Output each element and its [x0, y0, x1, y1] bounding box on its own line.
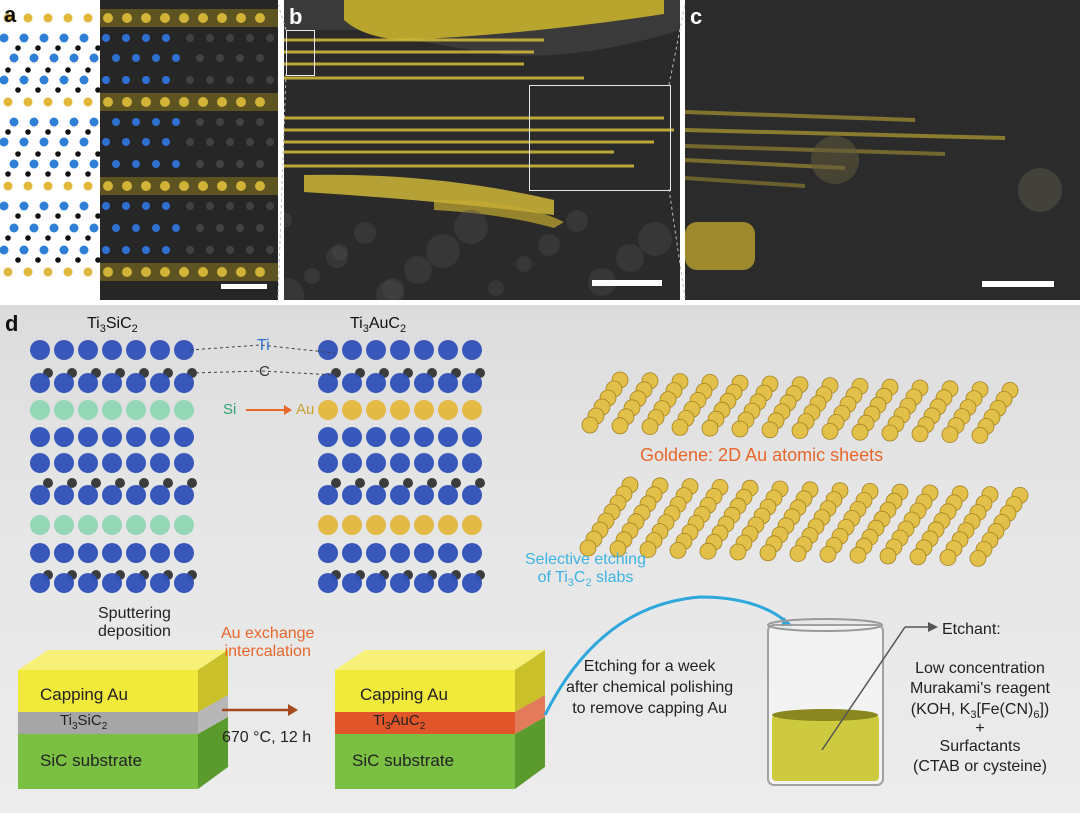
au-exchange-label: Au exchange intercalation — [221, 625, 315, 661]
panel-a: a — [0, 0, 278, 300]
label-ti3sic2: Ti3SiC2 — [87, 315, 138, 336]
stem-micrograph-a — [100, 0, 278, 300]
block2-substrate-label: SiC substrate — [352, 751, 455, 770]
label-ti: Ti — [257, 337, 270, 354]
etching-text: Etching for a week after chemical polish… — [566, 658, 734, 717]
block1-substrate-label: SiC substrate — [40, 751, 143, 770]
panel-label-c: c — [690, 4, 703, 29]
etchant-title: Etchant: — [942, 621, 1001, 638]
zoom-lines — [277, 3, 686, 299]
inset-box-small — [286, 30, 315, 76]
selective-etching-label: Selective etching of Ti3C2 slabs — [525, 551, 646, 590]
inset-box-large — [529, 85, 671, 191]
panel-d: d Ti3SiC2 Ti3AuC2 Ti C Si Au Goldene: 2D… — [0, 305, 1080, 813]
label-si: Si — [223, 401, 237, 418]
scale-bar-c — [982, 281, 1054, 287]
label-c: C — [259, 363, 270, 380]
panel-label-d: d — [5, 311, 19, 336]
sputtering-label: Sputtering deposition — [98, 605, 171, 641]
label-au: Au — [296, 401, 315, 418]
scale-bar-b — [592, 280, 662, 286]
panel-label-b: b — [289, 4, 303, 29]
condition-label: 670 °C, 12 h — [222, 729, 312, 746]
block2-capping-label: Capping Au — [360, 685, 448, 704]
panel-c: c — [685, 0, 1080, 300]
panel-label-a: a — [4, 2, 17, 27]
label-ti3auc2: Ti3AuC2 — [350, 315, 407, 336]
scale-bar-a — [221, 284, 267, 289]
block1-mid-label: Ti3SiC2 — [60, 712, 108, 732]
block1-capping-label: Capping Au — [40, 685, 128, 704]
etchant-details: Low concentration Murakami's reagent (KO… — [910, 660, 1050, 776]
crystal-schematic — [0, 13, 100, 277]
panel-b: b — [284, 0, 680, 300]
goldene-title: Goldene: 2D Au atomic sheets — [640, 445, 884, 465]
block2-mid-label: Ti3AuC2 — [373, 712, 426, 732]
